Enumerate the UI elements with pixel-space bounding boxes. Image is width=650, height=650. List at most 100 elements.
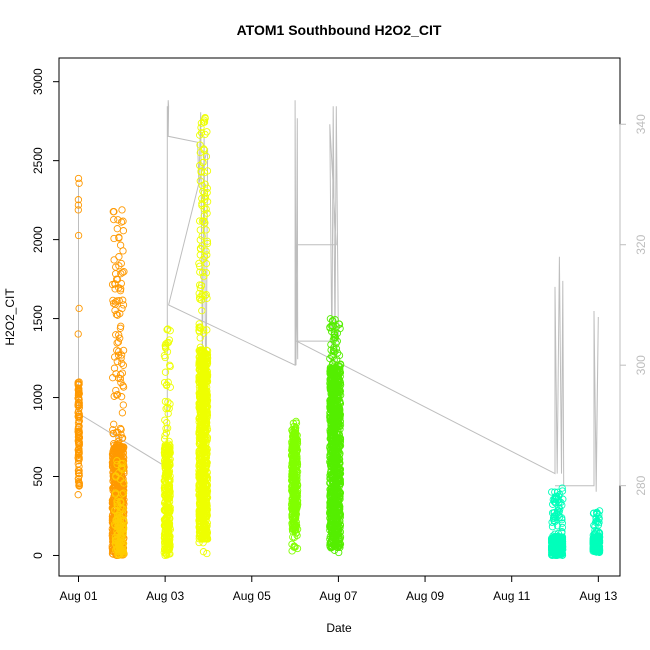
data-point (203, 184, 211, 192)
data-point (200, 521, 208, 530)
data-point (161, 486, 169, 495)
data-point (326, 367, 335, 375)
data-point (203, 239, 212, 248)
data-point (118, 268, 127, 277)
secondary-line-layer (78, 100, 599, 492)
data-point (110, 364, 119, 372)
series-4 (326, 315, 345, 557)
series-0 (74, 174, 128, 560)
data-point (118, 434, 127, 442)
data-point (108, 280, 117, 289)
data-point (201, 422, 209, 430)
data-point (196, 401, 204, 410)
data-point (558, 516, 566, 524)
data-point (331, 316, 339, 324)
data-point (332, 406, 340, 415)
data-point (118, 434, 126, 443)
data-point (329, 353, 337, 361)
x-tick-label: Aug 11 (493, 589, 530, 603)
y-tick-label: 0 (31, 552, 45, 559)
y-tick-label: 1500 (31, 305, 45, 332)
data-point (332, 468, 340, 476)
data-point (117, 464, 126, 473)
data-point (288, 442, 297, 450)
data-point (203, 294, 211, 302)
data-point (108, 458, 117, 467)
data-point (330, 331, 338, 339)
data-point (196, 405, 204, 413)
data-point (293, 461, 301, 470)
series-1 (110, 457, 128, 559)
data-point (199, 548, 208, 556)
data-point (553, 488, 562, 496)
data-point (75, 399, 83, 407)
data-point (290, 428, 299, 436)
data-point (203, 209, 211, 217)
data-point (548, 536, 556, 544)
data-point (118, 304, 126, 313)
data-point (75, 462, 83, 471)
data-point (117, 351, 126, 359)
data-point (333, 372, 341, 380)
data-point (336, 479, 344, 488)
data-point (74, 478, 83, 486)
data-point (202, 354, 210, 363)
data-point (196, 217, 204, 225)
data-point (74, 201, 83, 209)
data-point (198, 307, 206, 315)
data-point (74, 425, 82, 433)
data-point (195, 538, 203, 547)
data-point (328, 364, 336, 372)
data-point (118, 447, 126, 455)
data-point (201, 252, 209, 261)
data-point (74, 407, 83, 415)
data-point (291, 471, 299, 480)
data-point (203, 326, 211, 334)
data-point (202, 419, 210, 427)
x-tick-label: Aug 03 (146, 589, 184, 603)
data-point (74, 446, 82, 454)
data-point (196, 148, 204, 157)
data-point (74, 466, 83, 475)
data-point (202, 152, 211, 161)
data-point (328, 496, 336, 505)
data-point (119, 383, 128, 391)
data-point (119, 296, 127, 304)
data-point (75, 453, 83, 461)
data-point (164, 481, 173, 489)
x-tick-label: Aug 07 (319, 589, 357, 603)
data-point (289, 459, 297, 468)
data-point (196, 324, 204, 332)
data-point (110, 208, 118, 216)
data-point (331, 370, 339, 379)
data-point (552, 548, 561, 556)
data-point (111, 489, 120, 497)
data-point (116, 514, 125, 523)
data-point (196, 455, 204, 463)
data-point (548, 488, 556, 496)
data-point (558, 519, 566, 527)
secondary-series-line (78, 100, 599, 492)
data-point (117, 270, 125, 278)
data-point (114, 542, 123, 550)
data-point (334, 417, 342, 425)
data-point (196, 334, 204, 342)
data-point (119, 361, 128, 369)
data-point (551, 488, 559, 496)
data-point (327, 424, 335, 432)
data-point (595, 514, 603, 523)
data-point (75, 179, 83, 187)
data-point (112, 473, 120, 481)
data-point (111, 306, 119, 315)
data-point (335, 368, 343, 377)
data-point (114, 519, 122, 527)
data-point (75, 449, 83, 457)
data-point (117, 259, 125, 268)
data-point (75, 482, 83, 490)
data-point (110, 256, 118, 264)
data-point (203, 481, 212, 489)
data-point (162, 538, 171, 546)
data-point (115, 331, 123, 339)
data-point (336, 421, 345, 429)
data-point (117, 393, 126, 401)
